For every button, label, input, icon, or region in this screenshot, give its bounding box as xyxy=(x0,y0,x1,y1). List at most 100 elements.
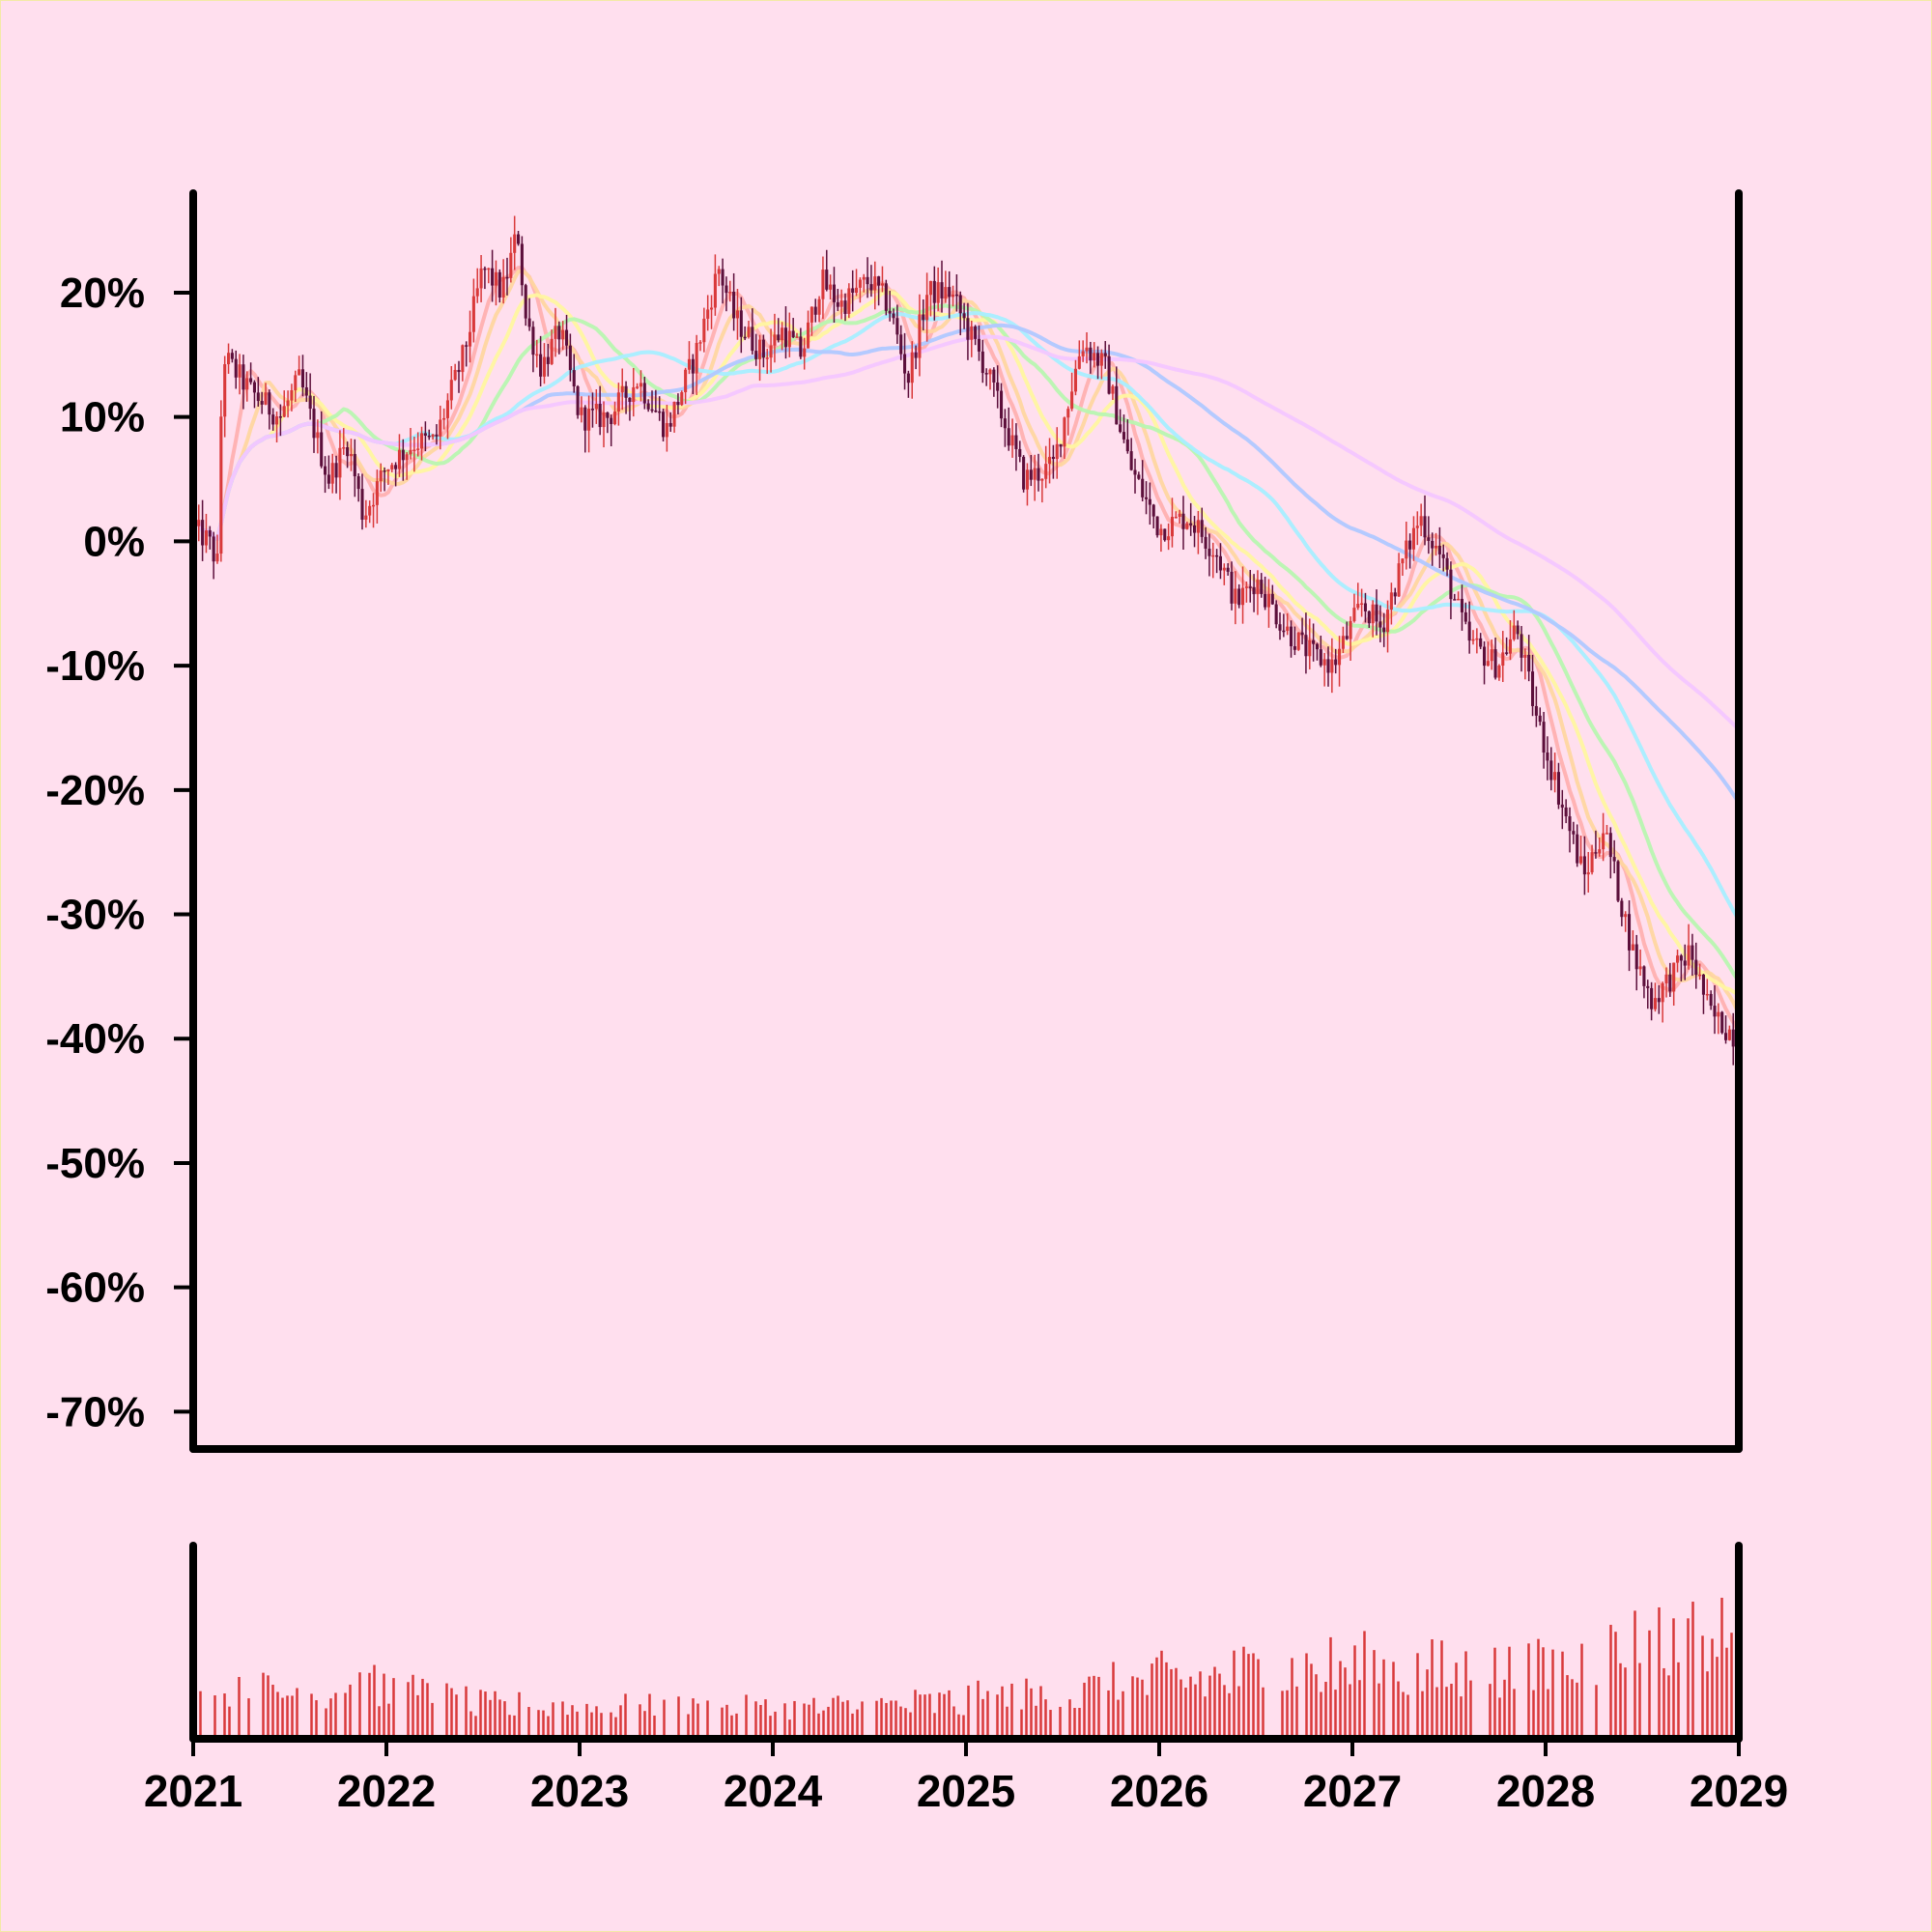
volume-bar xyxy=(1691,1602,1694,1739)
candle-body xyxy=(1040,478,1044,481)
candle-body xyxy=(1415,526,1419,528)
x-tick-label: 2029 xyxy=(1690,1766,1788,1816)
candle-body xyxy=(1378,621,1382,628)
candle-body xyxy=(1568,816,1572,832)
candle-body xyxy=(1234,588,1237,604)
candle-body xyxy=(1427,537,1431,541)
candle-body xyxy=(1338,648,1342,666)
volume-bar xyxy=(812,1697,815,1739)
volume-bar xyxy=(1382,1659,1385,1739)
volume-bar xyxy=(334,1692,337,1739)
candle-body xyxy=(1435,546,1438,549)
candle-body xyxy=(491,268,495,286)
candle-body xyxy=(278,416,282,418)
candle-body xyxy=(1523,654,1527,658)
candle-body xyxy=(1694,959,1698,976)
volume-bar xyxy=(706,1700,709,1739)
candle-body xyxy=(1653,998,1657,1009)
volume-bar xyxy=(952,1706,955,1739)
candle-body xyxy=(843,300,847,314)
candle-body xyxy=(1218,555,1222,571)
candle-body xyxy=(1727,1029,1731,1040)
volume-bar xyxy=(315,1700,318,1739)
volume-bar xyxy=(1315,1674,1318,1739)
volume-bar xyxy=(1310,1663,1313,1739)
volume-bar xyxy=(571,1705,574,1739)
y-tick-label: -40% xyxy=(45,1015,145,1063)
candle-body xyxy=(1014,435,1018,449)
candle-body xyxy=(636,386,639,388)
volume-bar xyxy=(1204,1696,1207,1739)
volume-bar xyxy=(1218,1673,1221,1739)
volume-bar xyxy=(1020,1709,1023,1739)
candle-body xyxy=(684,369,688,393)
candle-body xyxy=(903,354,907,374)
y-tick-label: -60% xyxy=(45,1264,145,1312)
volume-bar xyxy=(721,1707,724,1739)
candle-body xyxy=(1493,649,1497,678)
candle-body xyxy=(542,356,546,377)
candle-body xyxy=(1620,900,1624,918)
candle-body xyxy=(1025,469,1029,490)
volume-bar xyxy=(1426,1669,1429,1739)
volume-bar xyxy=(1305,1653,1308,1739)
candle-body xyxy=(1282,630,1286,633)
volume-bar xyxy=(1638,1662,1641,1739)
candle-body xyxy=(520,243,524,286)
volume-bar xyxy=(1469,1680,1472,1739)
volume-bar xyxy=(271,1685,274,1739)
candle-body xyxy=(884,283,888,311)
candle-body xyxy=(873,276,877,291)
volume-bar xyxy=(291,1695,294,1739)
volume-bar xyxy=(1634,1610,1636,1739)
volume-bar xyxy=(687,1714,690,1739)
candle-body xyxy=(702,318,706,343)
volume-bar xyxy=(1286,1690,1289,1739)
candle-body xyxy=(409,449,412,455)
volume-bar xyxy=(1295,1686,1298,1739)
candle-body xyxy=(1330,659,1334,673)
volume-bar xyxy=(1184,1688,1187,1739)
candle-body xyxy=(457,369,461,373)
candle-body xyxy=(743,336,747,339)
volume-bar xyxy=(325,1708,327,1739)
volume-bar xyxy=(368,1672,371,1739)
candle-body xyxy=(691,358,695,374)
candle-body xyxy=(1701,974,1705,995)
volume-bar xyxy=(1677,1662,1680,1739)
candle-body xyxy=(1616,861,1620,901)
volume-bar xyxy=(1537,1638,1540,1739)
candle-body xyxy=(1029,469,1033,480)
volume-bar xyxy=(465,1686,468,1739)
candle-body xyxy=(423,433,427,436)
volume-bar xyxy=(1320,1691,1322,1739)
volume-bar xyxy=(1716,1657,1719,1739)
volume-bar xyxy=(1160,1650,1163,1739)
candle-body xyxy=(1687,945,1690,966)
volume-bar xyxy=(837,1695,839,1739)
candle-body xyxy=(300,369,304,387)
volume-bar xyxy=(537,1710,540,1739)
candle-body xyxy=(1044,464,1048,479)
candle-body xyxy=(992,369,996,383)
volume-bar xyxy=(349,1684,352,1739)
candle-body xyxy=(557,326,561,340)
candle-body xyxy=(1099,353,1103,366)
volume-bar xyxy=(1117,1699,1120,1739)
candle-body xyxy=(1397,563,1401,597)
volume-bar xyxy=(1044,1699,1047,1739)
candle-body xyxy=(590,409,594,411)
candle-body xyxy=(316,432,320,439)
candle-body xyxy=(1163,528,1167,541)
candle-body xyxy=(1698,974,1702,977)
volume-bar xyxy=(1464,1651,1467,1739)
candle-body xyxy=(877,276,881,286)
candle-body xyxy=(1553,772,1557,781)
candle-body xyxy=(298,369,301,376)
volume-bar xyxy=(1576,1682,1578,1739)
candle-body xyxy=(613,411,617,424)
candle-body xyxy=(851,288,855,294)
volume-bar xyxy=(431,1702,434,1739)
candle-body xyxy=(754,351,758,359)
y-tick-label: -20% xyxy=(45,767,145,814)
